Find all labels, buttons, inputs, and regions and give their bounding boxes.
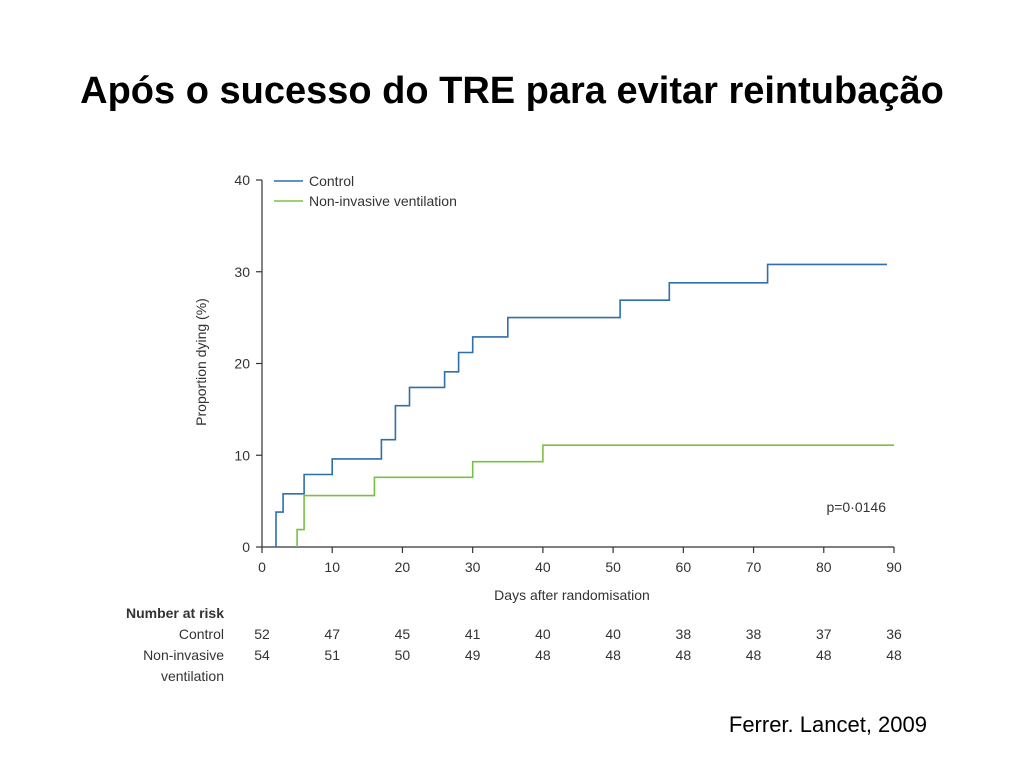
niv-series-line	[296, 444, 894, 547]
x-tick-label: 20	[395, 559, 411, 575]
chart-legend: Control Non-invasive ventilation	[274, 173, 457, 209]
x-tick-label: 60	[676, 559, 692, 575]
y-tick-label: 20	[234, 356, 250, 372]
legend-label: Non-invasive ventilation	[309, 193, 457, 209]
legend-label: Control	[309, 173, 354, 189]
x-tick-label: 90	[886, 559, 902, 575]
x-tick-label: 0	[258, 559, 266, 575]
risk-value: 48	[816, 647, 832, 663]
x-tick-label: 40	[535, 559, 551, 575]
risk-value: 49	[465, 647, 481, 663]
risk-row-label: Non-invasive	[143, 647, 224, 663]
risk-value: 40	[535, 626, 551, 642]
risk-row-label: Control	[179, 626, 224, 642]
risk-value: 48	[676, 647, 692, 663]
slide-title: Após o sucesso do TRE para evitar reintu…	[80, 70, 944, 112]
risk-value: 40	[605, 626, 621, 642]
control-series-line	[275, 263, 887, 547]
risk-value: 38	[676, 626, 692, 642]
risk-value: 48	[746, 647, 762, 663]
x-tick-label: 10	[324, 559, 340, 575]
risk-value: 45	[395, 626, 411, 642]
risk-value: 52	[254, 626, 270, 642]
risk-value: 50	[395, 647, 411, 663]
risk-table-header: Number at risk	[126, 605, 224, 621]
chart-series	[275, 263, 894, 547]
x-axis-label: Days after randomisation	[494, 587, 650, 603]
p-value-annotation: p=0·0146	[826, 499, 886, 515]
x-tick-label: 70	[746, 559, 762, 575]
risk-value: 37	[816, 626, 832, 642]
x-tick-label: 80	[816, 559, 832, 575]
y-tick-label: 0	[242, 539, 250, 555]
number-at-risk-table: Number at risk Control 52 47 45 41 40 40 38 38 37…	[126, 605, 902, 684]
y-tick-label: 40	[234, 172, 250, 188]
x-tick-label: 30	[465, 559, 481, 575]
risk-value: 41	[465, 626, 481, 642]
risk-value: 48	[535, 647, 551, 663]
risk-value: 38	[746, 626, 762, 642]
chart-axes: 0 10 20 30 40 0 10 20 30 40 50 60 70 80 90	[234, 172, 902, 575]
y-tick-label: 10	[234, 447, 250, 463]
risk-value: 36	[886, 626, 902, 642]
citation: Ferrer. Lancet, 2009	[728, 712, 927, 737]
y-axis-label: Proportion dying (%)	[193, 298, 209, 426]
risk-value: 54	[254, 647, 270, 663]
y-tick-label: 30	[234, 264, 250, 280]
risk-value: 51	[324, 647, 340, 663]
risk-value: 47	[324, 626, 340, 642]
risk-value: 48	[886, 647, 902, 663]
risk-row-label: ventilation	[161, 668, 224, 684]
x-tick-label: 50	[605, 559, 621, 575]
risk-value: 48	[605, 647, 621, 663]
